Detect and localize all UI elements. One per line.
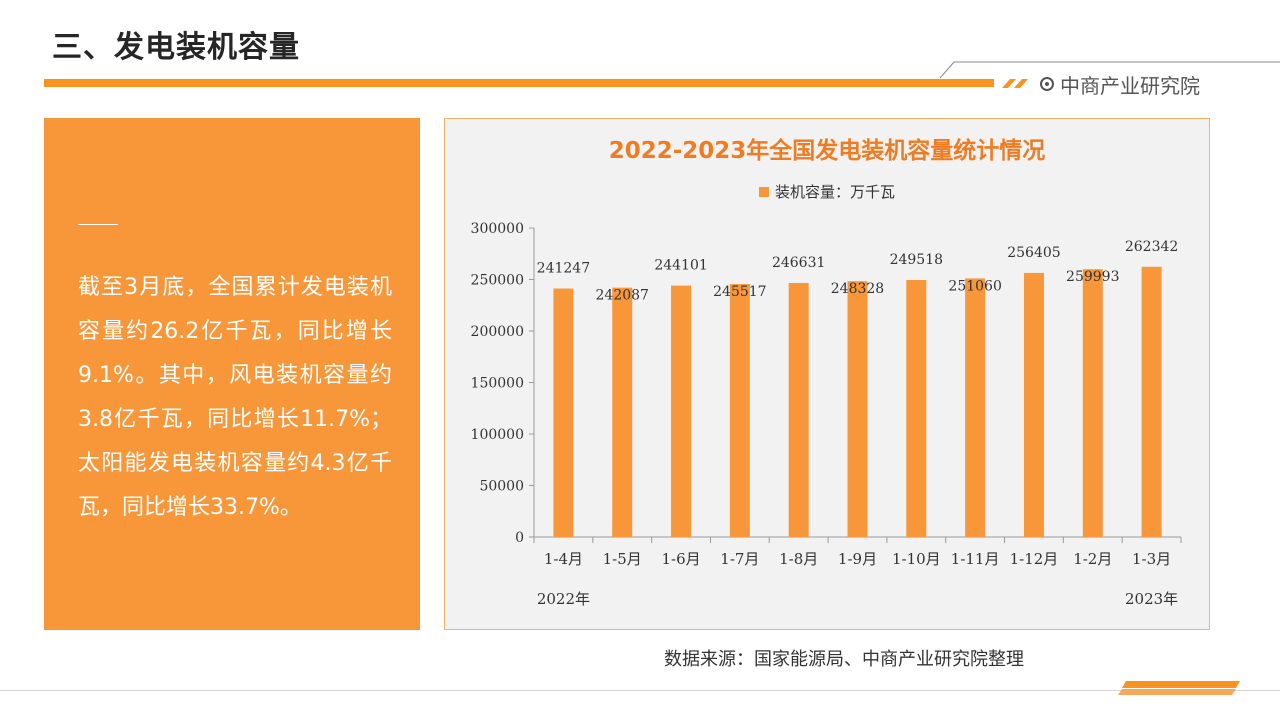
- data-label: 262342: [1125, 239, 1178, 255]
- y-tick-label: 100000: [471, 427, 524, 443]
- summary-panel: 截至3月底，全国累计发电装机容量约26.2亿千瓦，同比增长9.1%。其中，风电装…: [44, 118, 420, 630]
- bar: [906, 279, 927, 537]
- bar: [671, 285, 692, 537]
- year-label: 2023年: [1125, 590, 1178, 608]
- brand-logo: 中商产业研究院: [1040, 70, 1200, 98]
- data-label: 248328: [831, 281, 884, 297]
- chart-title: 2022-2023年全国发电装机容量统计情况: [608, 138, 1046, 164]
- bar: [847, 281, 868, 537]
- x-tick-label: 1-10月: [892, 550, 941, 568]
- bar-chart: 0 50000 100000 150000 200000 250000 300000 2412…: [471, 221, 1182, 608]
- x-tick-label: 1-12月: [1010, 550, 1059, 568]
- summary-text: 截至3月底，全国累计发电装机容量约26.2亿千瓦，同比增长9.1%。其中，风电装…: [78, 275, 392, 520]
- bar: [729, 284, 750, 537]
- y-tick-label: 200000: [471, 324, 524, 340]
- legend-label: 装机容量：万千瓦: [774, 183, 895, 201]
- data-label: 242087: [596, 288, 649, 304]
- panel-divider: [78, 224, 118, 225]
- y-tick-label: 250000: [471, 273, 524, 289]
- x-tick-label: 1-8月: [779, 550, 818, 568]
- footer-stripes-decoration: [1118, 681, 1240, 695]
- bar: [965, 278, 986, 537]
- bar: [1023, 272, 1044, 537]
- y-tick-label: 0: [515, 530, 524, 546]
- y-tick-label: 300000: [471, 221, 524, 237]
- data-label: 251060: [948, 278, 1001, 294]
- year-label: 2022年: [537, 590, 590, 608]
- data-label: 245517: [713, 284, 766, 300]
- brand-name: 中商产业研究院: [1060, 73, 1200, 98]
- data-label: 259993: [1066, 269, 1119, 285]
- x-tick-label: 1-6月: [661, 550, 700, 568]
- x-tick-label: 1-2月: [1073, 550, 1112, 568]
- target-icon: [1040, 77, 1054, 91]
- footer-line: [0, 690, 1280, 691]
- data-label: 249518: [890, 252, 943, 268]
- chart-container: 2022-2023年全国发电装机容量统计情况 装机容量：万千瓦 0 50000 10…: [444, 118, 1210, 630]
- chart-legend: 装机容量：万千瓦: [445, 181, 1209, 202]
- page-title: 三、发电装机容量: [52, 30, 300, 65]
- x-tick-label: 1-11月: [951, 550, 1000, 568]
- bar: [1141, 266, 1162, 537]
- x-tick-label: 1-3月: [1132, 550, 1171, 568]
- x-tick-label: 1-7月: [720, 550, 759, 568]
- bar: [788, 282, 809, 537]
- data-source: 数据来源：国家能源局、中商产业研究院整理: [664, 649, 1024, 670]
- x-tick-label: 1-4月: [544, 550, 583, 568]
- y-tick-label: 50000: [479, 479, 524, 495]
- x-tick-label: 1-5月: [603, 550, 642, 568]
- header-slash-decoration: [940, 61, 1280, 88]
- data-label: 256405: [1007, 245, 1060, 261]
- title-accent-bar: [44, 79, 994, 87]
- legend-swatch: [758, 186, 769, 197]
- y-tick-label: 150000: [471, 376, 524, 392]
- data-label: 241247: [537, 261, 590, 277]
- bar: [553, 288, 574, 537]
- data-label: 244101: [654, 258, 707, 274]
- bar: [1082, 269, 1103, 537]
- bar: [612, 287, 633, 537]
- x-tick-label: 1-9月: [838, 550, 877, 568]
- data-label: 246631: [772, 255, 825, 271]
